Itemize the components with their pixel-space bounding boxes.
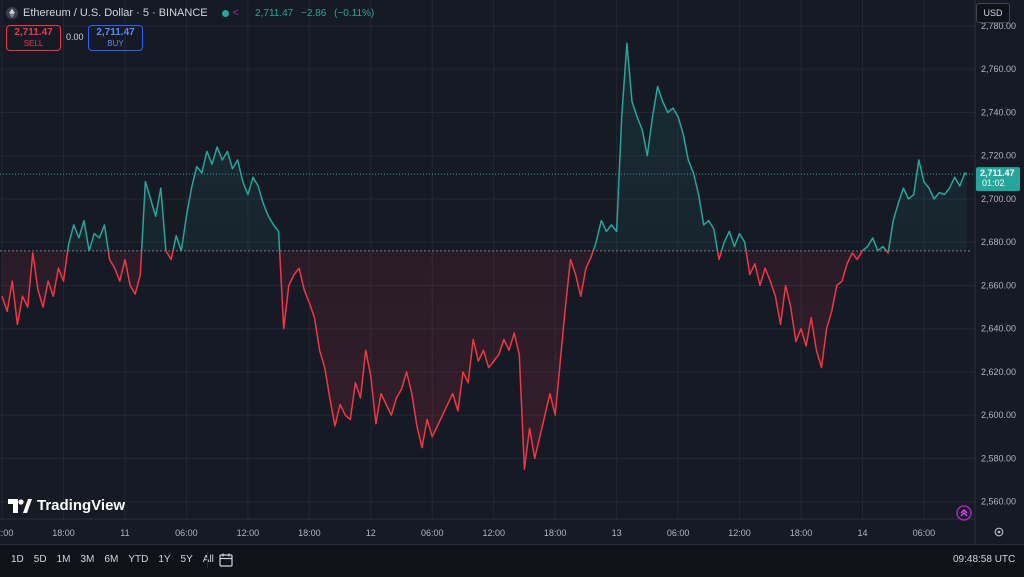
last-price-label-bg — [976, 167, 1020, 192]
toolbar-separator — [207, 552, 208, 568]
currency-button[interactable]: USD — [976, 3, 1010, 23]
sell-button[interactable]: 2,711.47 SELL — [6, 25, 61, 51]
y-tick-label: 2,700.00 — [981, 194, 1016, 204]
range-button-3m[interactable]: 3M — [80, 554, 95, 565]
x-tick-label: 12:00 — [482, 528, 505, 538]
range-selector: 1D 5D 1M 3M 6M YTD 1Y 5Y All — [11, 554, 224, 565]
sell-label: SELL — [23, 39, 44, 48]
x-tick-label: 18:00 — [544, 528, 567, 538]
share-icon[interactable]: < — [232, 7, 240, 19]
x-tick-label: 06:00 — [175, 528, 198, 538]
y-tick-label: 2,580.00 — [981, 453, 1016, 463]
range-button-ytd[interactable]: YTD — [128, 554, 149, 565]
y-tick-label: 2,680.00 — [981, 237, 1016, 247]
goto-realtime-icon[interactable] — [954, 503, 974, 523]
market-status-dot — [221, 9, 229, 17]
range-button-5d[interactable]: 5D — [33, 554, 47, 565]
change-text: −2.86 — [301, 7, 327, 19]
change-pct-text: (−0.11%) — [334, 7, 375, 19]
x-tick-label: 18:00 — [52, 528, 75, 538]
symbol-title[interactable]: Ethereum / U.S. Dollar · 5 · BINANCE — [23, 7, 208, 19]
y-tick-label: 2,600.00 — [981, 410, 1016, 420]
spread-value: 0.00 — [66, 32, 84, 42]
x-tick-label: 12:00 — [0, 528, 13, 538]
y-tick-label: 2,720.00 — [981, 151, 1016, 161]
x-tick-label: 11 — [120, 528, 129, 538]
bar-countdown: 01:02 — [982, 178, 1005, 188]
x-tick-label: 18:00 — [298, 528, 321, 538]
calendar-icon[interactable] — [218, 552, 234, 568]
range-button-all[interactable]: All — [202, 554, 214, 565]
baseline-fill — [2, 43, 967, 470]
buy-label: BUY — [107, 39, 124, 48]
last-price-text: 2,711.47 — [255, 7, 294, 19]
series-line-down — [1, 250, 890, 471]
y-tick-label: 2,780.00 — [981, 21, 1016, 31]
last-price-label: 2,711.47 01:02 — [976, 167, 1020, 192]
sell-price: 2,711.47 — [14, 27, 53, 38]
tradingview-logo-icon — [8, 498, 32, 513]
x-tick-label: 13 — [612, 528, 622, 538]
range-button-1d[interactable]: 1D — [11, 554, 24, 565]
y-tick-label: 2,620.00 — [981, 367, 1016, 377]
price-series — [1, 42, 968, 471]
y-tick-label: 2,660.00 — [981, 280, 1016, 290]
range-button-5y[interactable]: 5Y — [180, 554, 193, 565]
bottom-toolbar: 1D 5D 1M 3M 6M YTD 1Y 5Y All 09:48:58 UTC — [0, 544, 1024, 577]
time-axis[interactable]: 12:00 18:00 11 06:00 12:00 18:00 12 06:00 12:00 1… — [0, 528, 935, 538]
x-tick-label: 06:00 — [421, 528, 444, 538]
area-above-baseline — [2, 43, 967, 251]
utc-clock[interactable]: 09:48:58 UTC — [953, 554, 1016, 565]
range-button-1y[interactable]: 1Y — [158, 554, 171, 565]
buy-button[interactable]: 2,711.47 BUY — [88, 25, 143, 51]
x-tick-label: 06:00 — [667, 528, 690, 538]
symbol-header: Ethereum / U.S. Dollar · 5 · BINANCE < 2… — [6, 5, 379, 21]
range-button-1m[interactable]: 1M — [56, 554, 71, 565]
x-tick-label: 12 — [366, 528, 376, 538]
range-button-6m[interactable]: 6M — [104, 554, 119, 565]
x-tick-label: 06:00 — [913, 528, 936, 538]
y-tick-label: 2,740.00 — [981, 107, 1016, 117]
y-tick-label: 2,760.00 — [981, 64, 1016, 74]
x-tick-label: 14 — [857, 528, 867, 538]
buy-price: 2,711.47 — [96, 27, 135, 38]
tradingview-logo[interactable]: TradingView — [8, 497, 125, 514]
gear-icon[interactable] — [993, 526, 1005, 538]
last-price-value: 2,711.47 — [980, 168, 1015, 178]
ethereum-icon — [6, 7, 18, 19]
series-line-up — [66, 42, 968, 251]
quote-summary: 2,711.47 −2.86 (−0.11%) — [255, 8, 379, 19]
area-below-baseline — [2, 250, 889, 470]
y-tick-label: 2,640.00 — [981, 324, 1016, 334]
x-tick-label: 12:00 — [728, 528, 751, 538]
tradingview-logo-text: TradingView — [37, 497, 126, 514]
y-tick-label: 2,560.00 — [981, 497, 1016, 507]
price-axis[interactable]: 2,560.00 2,580.00 2,600.00 2,620.00 2,640.00… — [981, 21, 1016, 507]
x-tick-label: 18:00 — [790, 528, 813, 538]
x-tick-label: 12:00 — [237, 528, 260, 538]
